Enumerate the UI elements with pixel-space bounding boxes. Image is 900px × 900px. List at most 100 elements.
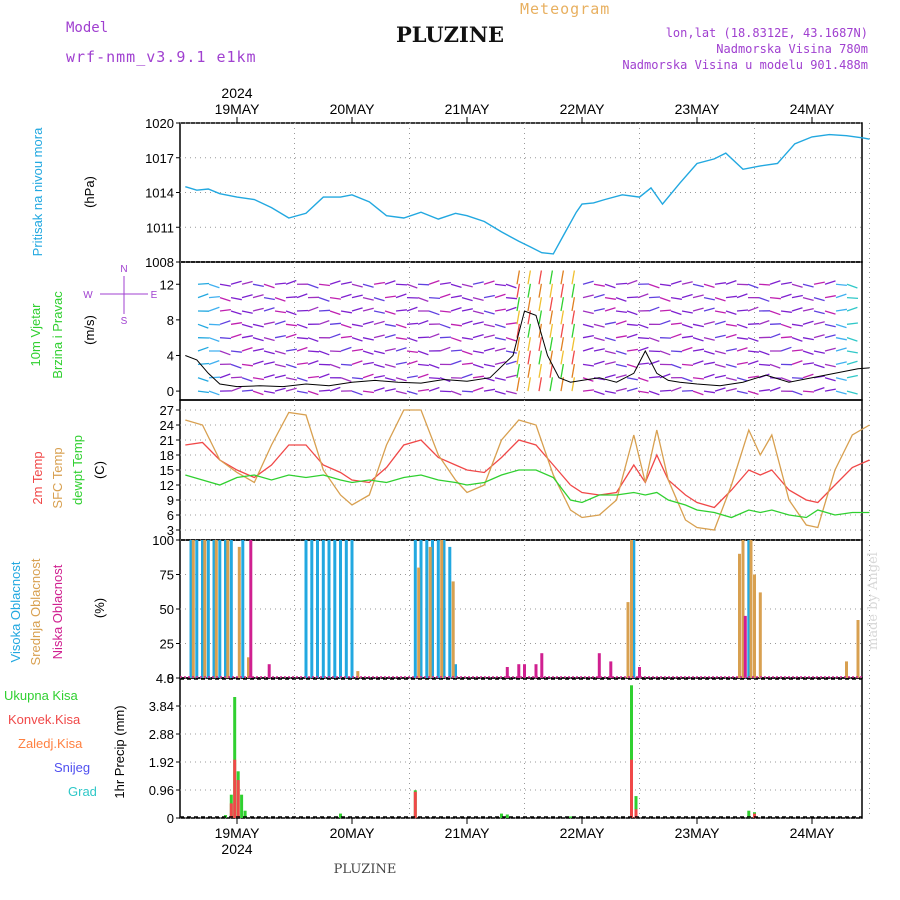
wind-arrow [285, 348, 297, 352]
wind-arrow [736, 361, 748, 366]
wind-arrow [615, 320, 627, 325]
wind-arrow [813, 281, 825, 285]
wind-arrow [494, 323, 506, 329]
wind-arrow [846, 283, 858, 289]
wind-arrow [648, 360, 660, 365]
cloud-bar-0 [316, 540, 319, 678]
wind-arrow [417, 283, 430, 286]
wind-arrow [670, 363, 682, 369]
wind-arrow [637, 323, 649, 329]
wind-arrow [296, 337, 309, 340]
wind-arrow [329, 322, 342, 325]
wind-arrow [571, 310, 576, 325]
y-tick-label: 1008 [145, 255, 174, 270]
y-tick-label: 1.92 [149, 755, 174, 770]
cloud-bar-1 [626, 602, 630, 678]
wind-arrow [208, 359, 220, 365]
precip-bar-1 [630, 759, 633, 818]
wind-arrow [747, 283, 759, 289]
wind-arrow [560, 350, 565, 365]
wind-arrow [483, 280, 495, 285]
cloud-bar-1 [741, 540, 745, 678]
y-tick-label: 50 [160, 602, 174, 617]
wind-arrow [571, 350, 576, 365]
wind-arrow [351, 377, 363, 380]
y-tick-label: 25 [160, 637, 174, 652]
y-tick-label: 1020 [145, 116, 174, 131]
wind-arrow [373, 350, 385, 355]
y-tick-label: 75 [160, 568, 174, 583]
cloud-bar-1 [247, 657, 250, 678]
cloud-bar-0 [442, 540, 446, 678]
wind-arrow [318, 350, 330, 356]
wind-arrow [208, 376, 221, 379]
wind-arrow [769, 280, 781, 285]
pressure-line [185, 133, 870, 255]
precip-bar-0 [243, 810, 247, 818]
wind-arrow [340, 346, 352, 352]
y-tick-label: 3 [167, 523, 174, 538]
wind-arrow [373, 363, 385, 369]
wind-arrow [725, 377, 737, 382]
wind-arrow [505, 360, 517, 366]
cloud-bar-0 [229, 540, 233, 678]
wind-arrow [615, 282, 628, 285]
wind-arrow [780, 281, 792, 285]
wind-arrow [769, 333, 781, 339]
wind-arrow [384, 323, 396, 327]
cloud-bar-0 [304, 540, 308, 678]
wind-arrow [472, 386, 484, 392]
wind-arrow [439, 310, 451, 313]
y-tick-label: 0 [167, 384, 174, 399]
wind-arrow [560, 297, 565, 312]
wind-arrow [571, 270, 576, 285]
wind-arrow [758, 363, 771, 366]
wind-arrow [681, 293, 693, 299]
cloud-bar-1 [856, 620, 860, 678]
wind-arrow [549, 337, 554, 352]
wind-arrow [241, 389, 254, 392]
wind-arrow [428, 279, 440, 285]
wind-arrow [692, 323, 704, 328]
wind-arrow [395, 293, 407, 299]
wind-arrow [373, 310, 385, 314]
wind-arrow [714, 320, 726, 325]
precip-bar-0 [630, 685, 633, 818]
wind-arrow [285, 310, 297, 316]
wind-arrow [527, 323, 532, 338]
wind-arrow [670, 296, 682, 300]
wind-arrow [505, 283, 517, 289]
wind-arrow [505, 350, 517, 354]
y-tick-label: 6 [167, 508, 174, 523]
wind-arrow [593, 348, 605, 352]
wind-arrow [560, 363, 565, 378]
wind-arrow [582, 310, 594, 315]
precip-bar-0 [569, 816, 572, 818]
cloud-bar-1 [845, 661, 848, 678]
lonlat-label: lon,lat (18.8312E, 43.1687N) [665, 26, 868, 40]
wind-arrow [197, 377, 209, 382]
wind-arrow [571, 363, 576, 378]
wind-arrow [846, 322, 858, 325]
y-tick-label: 1017 [145, 151, 174, 166]
wind-arrow [241, 280, 253, 285]
cloud-axis-label-niska: Niska Oblacnost [50, 564, 65, 659]
cloud-bar-1 [203, 540, 207, 678]
y-tick-label: 0.96 [149, 783, 174, 798]
wind-arrow [703, 390, 715, 394]
y-tick-label: 2.88 [149, 727, 174, 742]
wind-arrow [626, 387, 638, 392]
wind-arrow [263, 283, 275, 289]
cloud-bar-0 [454, 664, 457, 678]
wind-arrow [549, 363, 554, 378]
wind-arrow [362, 320, 374, 325]
wind-arrow [758, 389, 770, 392]
wind-arrow [483, 347, 495, 352]
wind-arrow [813, 334, 825, 339]
wind-arrow [846, 360, 858, 366]
y-tick-label: 12 [160, 478, 174, 493]
wind-arrow [307, 375, 319, 379]
wind-arrow [296, 293, 308, 299]
wind-arrow [307, 337, 319, 343]
cloud-bar-1 [237, 546, 241, 678]
